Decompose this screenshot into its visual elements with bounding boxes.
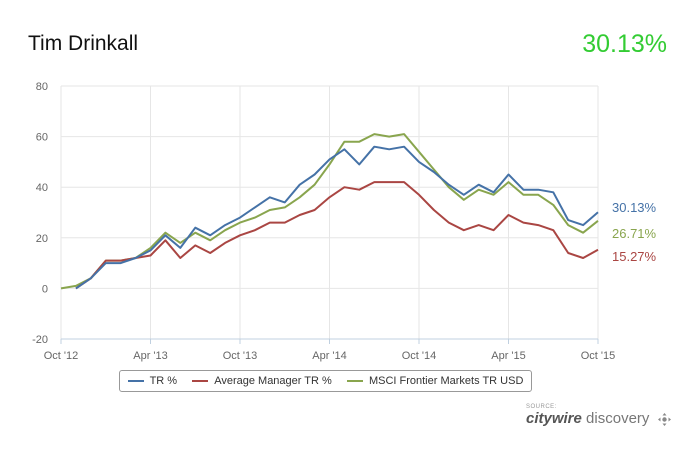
source-brand-light: discovery <box>586 410 650 427</box>
legend-item-average-manager[interactable]: Average Manager TR % <box>192 375 332 387</box>
series-layer <box>60 133 599 290</box>
legend-label-msci: MSCI Frontier Markets TR USD <box>368 375 524 387</box>
crosshair-icon <box>657 412 671 426</box>
y-tick-label: 80 <box>36 81 48 93</box>
legend-item-msci[interactable]: MSCI Frontier Markets TR USD <box>346 375 524 387</box>
axes: -20 0 20 40 60 80 Oct '12 Apr '13 Oct '13 Apr '14… <box>32 81 615 362</box>
x-tick-label: Oct '14 <box>402 350 437 362</box>
gridlines <box>60 85 599 340</box>
source-brand-bold: citywire <box>526 410 582 427</box>
series-line-1 <box>75 181 599 290</box>
headline-return-value: 30.13% <box>582 30 667 58</box>
x-tick-label: Apr '13 <box>133 350 168 362</box>
y-tick-label: -20 <box>32 334 48 346</box>
source-label: SOURCE: <box>526 404 557 410</box>
legend-item-tr[interactable]: TR % <box>127 375 178 387</box>
x-tick-label: Oct '13 <box>223 350 258 362</box>
legend-swatch-tr <box>127 380 144 382</box>
end-label-0: 30.13% <box>612 200 657 215</box>
y-tick-label: 40 <box>36 182 48 194</box>
legend-label-average-manager: Average Manager TR % <box>214 375 332 387</box>
source-credit: SOURCE: citywire discovery <box>526 404 671 427</box>
end-label-2: 26.71% <box>612 226 657 241</box>
x-tick-label: Oct '12 <box>44 350 79 362</box>
legend-swatch-average-manager <box>192 380 209 382</box>
source-brand: citywire discovery <box>526 411 671 427</box>
series-line-2 <box>60 133 599 290</box>
y-tick-label: 0 <box>42 283 48 295</box>
y-tick-label: 60 <box>36 132 48 144</box>
x-tick-label: Apr '14 <box>312 350 347 362</box>
x-tick-label: Oct '15 <box>581 350 616 362</box>
legend-swatch-msci <box>346 380 363 382</box>
end-label-1: 15.27% <box>612 249 657 264</box>
x-tick-label: Apr '15 <box>491 350 526 362</box>
y-tick-label: 20 <box>36 233 48 245</box>
series-line-0 <box>75 145 599 290</box>
legend-label-tr: TR % <box>149 375 178 387</box>
chart-title: Tim Drinkall <box>28 32 139 55</box>
legend: TR % Average Manager TR % MSCI Frontier … <box>119 370 532 392</box>
end-labels: 30.13% 26.71% 15.27% <box>612 200 657 264</box>
